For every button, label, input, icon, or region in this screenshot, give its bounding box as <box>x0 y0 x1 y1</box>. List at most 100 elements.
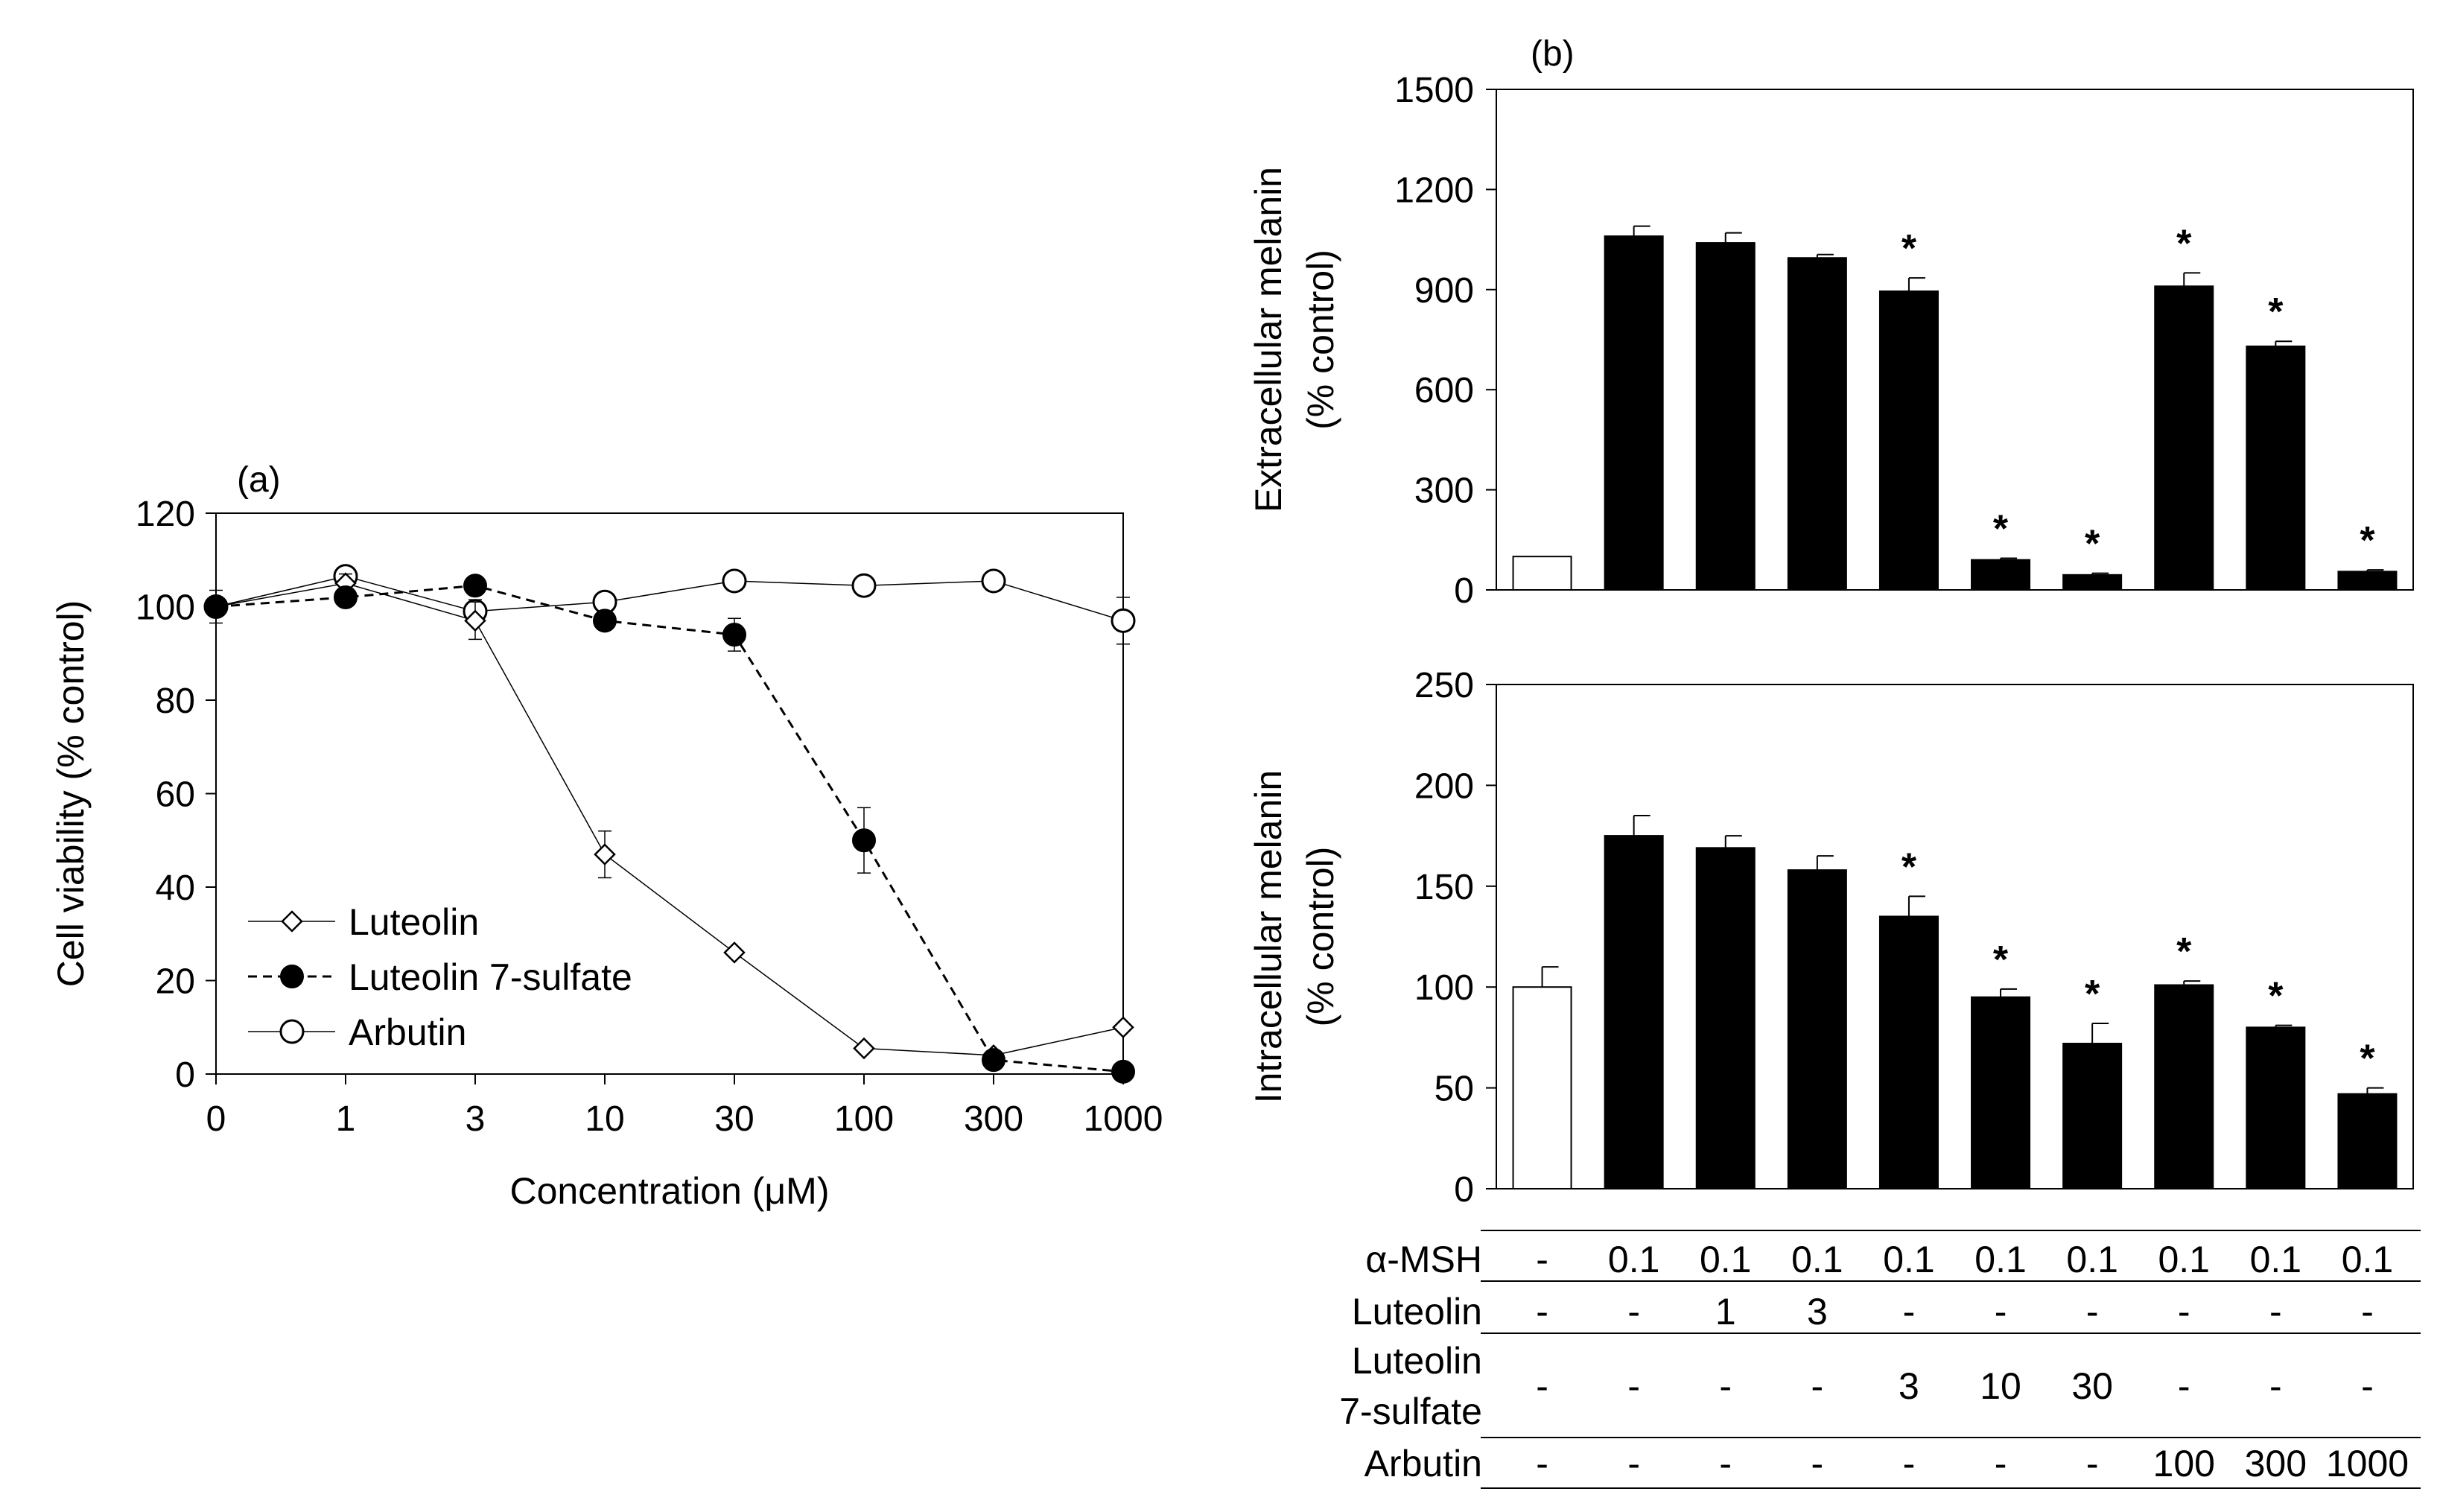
data-point <box>464 609 486 632</box>
bar <box>1878 915 1939 1190</box>
significance-mark: * <box>1993 938 2009 982</box>
legend-marker <box>280 965 304 988</box>
x-tick-label-a: 1 <box>336 1099 356 1139</box>
data-point <box>722 623 746 647</box>
table-cell: - <box>2086 1291 2099 1332</box>
y-axis-label-unit-intracellular: (% control) <box>1300 847 1341 1027</box>
y-tick-label-intracellular: 100 <box>1414 968 1474 1008</box>
y-tick-label-a: 20 <box>156 962 195 1002</box>
y-tick-label-a: 0 <box>175 1055 195 1095</box>
y-axis-label-extracellular: Extracellular melanin <box>1248 167 1289 512</box>
bar <box>1604 235 1664 591</box>
table-cell: - <box>2086 1443 2099 1484</box>
bar <box>1787 869 1847 1189</box>
y-axis-label-a: Cell viability (% control) <box>50 600 92 988</box>
y-axis-label-unit-extracellular: (% control) <box>1300 250 1341 430</box>
table-cell: 1000 <box>2326 1443 2409 1484</box>
table-row: Luteolin - - 1 3 - - - - - - <box>1352 1291 2421 1334</box>
table-cell: - <box>1995 1443 2007 1484</box>
series-line <box>215 584 1124 1073</box>
x-axis-label-a: Concentration (μM) <box>510 1170 830 1212</box>
legend-marker <box>281 910 303 933</box>
table-cell: 0.1 <box>1883 1239 1935 1280</box>
legend-item: Luteolin <box>248 901 479 943</box>
treatment-table: α-MSH - 0.1 0.1 0.1 0.1 0.1 0.1 0.1 0.1 0.1 Luteoli… <box>1339 1230 2421 1489</box>
y-tick-label-extracellular: 900 <box>1414 271 1474 311</box>
table-cell: - <box>1536 1291 1548 1332</box>
x-tick-label-a: 0 <box>206 1099 226 1139</box>
significance-mark: * <box>2085 973 2100 1016</box>
plot-frame-extracellular <box>1496 89 2414 591</box>
data-point <box>723 941 746 964</box>
legend-label: Luteolin 7-sulfate <box>349 956 632 998</box>
bar <box>1787 257 1847 591</box>
y-axis-label-intracellular: Intracellular melanin <box>1248 770 1289 1103</box>
table-cell: - <box>1811 1365 1824 1407</box>
bar <box>1695 242 1756 591</box>
y-tick-label-intracellular: 0 <box>1454 1170 1474 1210</box>
table-cell: 10 <box>1980 1365 2021 1407</box>
y-tick-label-a: 120 <box>136 495 195 534</box>
y-tick-label-intracellular: 200 <box>1414 766 1474 806</box>
table-cell: - <box>1627 1291 1640 1332</box>
x-tick-label-a: 1000 <box>1084 1099 1163 1139</box>
row-label: Luteolin <box>1352 1340 1482 1382</box>
bar <box>1512 556 1572 591</box>
table-cell: - <box>1903 1291 1916 1332</box>
table-cell: 300 <box>2245 1443 2307 1484</box>
row-label: Luteolin <box>1352 1291 1482 1332</box>
panel-label-b: (b) <box>1531 34 1575 74</box>
data-point <box>1112 1016 1134 1039</box>
bar <box>2154 285 2214 591</box>
bar <box>2337 1093 2398 1189</box>
table-cell: 0.1 <box>2066 1239 2118 1280</box>
data-point <box>593 609 617 633</box>
table-cell: - <box>2269 1291 2282 1332</box>
table-cell: - <box>2361 1291 2374 1332</box>
y-tick-label-a: 80 <box>156 682 195 721</box>
table-cell: - <box>1719 1443 1732 1484</box>
legend-marker <box>279 1019 305 1044</box>
y-tick-label-a: 60 <box>156 775 195 815</box>
table-cell: - <box>2269 1365 2282 1407</box>
data-point <box>204 594 228 619</box>
panel-label-a: (a) <box>237 460 281 500</box>
table-cell: - <box>1536 1239 1548 1280</box>
table-cell: 30 <box>2071 1365 2113 1407</box>
data-point <box>981 568 1006 594</box>
table-cell: 0.1 <box>1700 1239 1752 1280</box>
table-row: α-MSH - 0.1 0.1 0.1 0.1 0.1 0.1 0.1 0.1 0.1 <box>1365 1239 2421 1282</box>
significance-mark: * <box>1902 227 1917 270</box>
bar <box>1971 996 2031 1189</box>
data-point <box>334 585 358 609</box>
table-cell: 3 <box>1899 1365 1919 1407</box>
x-tick-label-a: 3 <box>466 1099 486 1139</box>
row-label: 7-sulfate <box>1339 1391 1482 1432</box>
legend-item: Arbutin <box>248 1011 466 1053</box>
significance-mark: * <box>1902 845 1917 889</box>
row-label: Arbutin <box>1364 1443 1482 1484</box>
data-point <box>1111 1059 1135 1084</box>
table-cell: - <box>2361 1365 2374 1407</box>
legend-label: Luteolin <box>349 901 479 943</box>
series-luteolin-7-sulfate <box>204 574 1135 1084</box>
legend-item: Luteolin 7-sulfate <box>248 956 632 998</box>
table-cell: 0.1 <box>2342 1239 2394 1280</box>
x-tick-label-a: 100 <box>834 1099 894 1139</box>
table-cell: - <box>1627 1443 1640 1484</box>
significance-mark: * <box>2360 519 2375 562</box>
bar <box>2246 1026 2306 1189</box>
x-tick-label-a: 30 <box>714 1099 754 1139</box>
bar <box>2062 574 2123 591</box>
table-cell: 3 <box>1807 1291 1828 1332</box>
bar <box>1695 847 1756 1190</box>
bars-extracellular: * * * * * * <box>1512 222 2398 591</box>
table-cell: 0.1 <box>1974 1239 2027 1280</box>
y-tick-label-intracellular: 150 <box>1414 868 1474 907</box>
data-point <box>722 568 747 594</box>
bar <box>2337 571 2398 591</box>
table-cell: 100 <box>2153 1443 2215 1484</box>
series-luteolin <box>205 572 1134 1067</box>
data-point <box>852 828 876 853</box>
